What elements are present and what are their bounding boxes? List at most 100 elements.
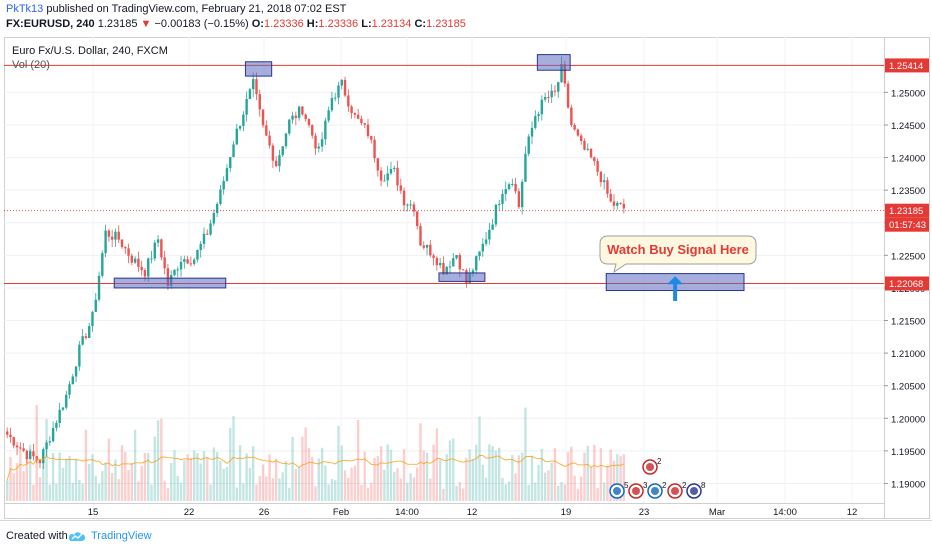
candle-body	[124, 247, 127, 249]
low-value: 1.23134	[371, 18, 412, 30]
volume-bar	[235, 487, 238, 501]
y-tick-label: 1.19500	[891, 447, 925, 458]
volume-bar	[297, 467, 301, 501]
candle-body	[337, 85, 340, 98]
volume-bar	[229, 427, 232, 501]
price-label-text: 1.25414	[889, 61, 923, 72]
candle-body	[360, 118, 363, 124]
volume-bar	[42, 453, 45, 501]
candle-body	[573, 125, 576, 130]
volume-group	[6, 405, 626, 501]
candle-body	[238, 126, 242, 129]
volume-bar	[422, 450, 425, 501]
volume-bar	[271, 478, 275, 501]
price-label-bg	[885, 58, 929, 73]
candle-body	[484, 239, 488, 244]
candle-body	[507, 184, 511, 190]
volume-bar	[406, 482, 409, 501]
volume-bar	[599, 448, 603, 501]
open-value: 1.23336	[263, 18, 304, 30]
candle-body	[311, 125, 314, 136]
candle-body	[599, 171, 603, 183]
volume-bar	[202, 451, 206, 501]
x-tick-label: 14:00	[773, 507, 797, 518]
volume-bar	[183, 460, 186, 501]
chart-area[interactable]: 1.250001.245001.240001.235001.230001.225…	[4, 37, 930, 519]
volume-bar	[156, 420, 160, 501]
candle-body	[278, 155, 281, 167]
highlight-box	[536, 54, 571, 71]
candle-body	[51, 428, 55, 442]
volume-bar	[274, 458, 278, 501]
volume-bar	[6, 480, 9, 501]
candle-body	[402, 190, 406, 206]
candle-body	[317, 146, 320, 149]
candle-body	[301, 106, 304, 115]
volume-bar	[153, 436, 156, 501]
username-link[interactable]: PkTk13	[6, 3, 44, 15]
volume-bar	[619, 456, 622, 501]
candle-body	[514, 183, 517, 192]
candle-body	[373, 139, 376, 159]
volume-bar	[9, 456, 12, 501]
candle-body	[153, 242, 156, 259]
candle-body	[255, 79, 258, 95]
volume-bar	[353, 465, 357, 501]
candle-body	[619, 202, 622, 204]
candle-body	[602, 180, 606, 183]
candle-body	[501, 193, 504, 204]
volume-bar	[97, 483, 101, 501]
volume-bar	[288, 487, 291, 501]
candle-body	[356, 114, 360, 119]
volume-bar	[120, 445, 124, 501]
volume-bar	[78, 479, 81, 501]
x-tick-label: 26	[259, 507, 270, 518]
volume-bar	[55, 483, 58, 501]
volume-bar	[124, 451, 127, 501]
tradingview-brand-link[interactable]: TradingView	[91, 530, 152, 542]
candle-body	[389, 169, 393, 174]
volume-bar	[566, 452, 570, 501]
price-label-bg	[885, 203, 929, 218]
event-flag-icon: 2	[647, 481, 667, 499]
volume-bar	[540, 448, 544, 501]
volume-bar	[101, 471, 104, 501]
candle-body	[107, 230, 111, 237]
price-label-bg	[885, 276, 929, 291]
candle-body	[222, 180, 225, 190]
volume-bar	[468, 449, 471, 501]
volume-bar	[471, 458, 475, 501]
candle-body	[560, 64, 563, 83]
volume-bar	[383, 469, 386, 501]
volume-bar	[534, 482, 537, 501]
volume-bar	[284, 461, 288, 501]
candle-body	[71, 376, 74, 385]
volume-bar	[58, 452, 61, 501]
candle-body	[580, 135, 583, 141]
candle-body	[343, 79, 347, 96]
volume-bar	[261, 464, 265, 501]
event-flag-icon: 3	[628, 481, 648, 499]
candle-body	[242, 114, 245, 127]
publish-info: PkTk13 published on TradingView.com, Feb…	[6, 2, 346, 16]
volume-bar	[389, 449, 393, 501]
chart-canvas[interactable]: 1.250001.245001.240001.235001.230001.225…	[4, 37, 930, 519]
volume-bar	[386, 444, 389, 501]
volume-bar	[324, 465, 327, 501]
candle-body	[498, 203, 501, 205]
volume-bar	[452, 438, 455, 501]
y-tick-label: 1.20500	[891, 382, 925, 393]
candle-body	[494, 204, 498, 225]
candle-body	[150, 258, 153, 260]
candle-body	[458, 255, 462, 270]
volume-bar	[488, 444, 491, 501]
candle-body	[215, 203, 219, 214]
x-tick-label: 19	[561, 507, 572, 518]
candle-body	[409, 204, 412, 206]
volume-bar	[238, 445, 242, 501]
candle-body	[22, 448, 25, 451]
candle-body	[274, 160, 278, 167]
volume-bar	[88, 464, 91, 501]
buy-arrow-head	[667, 276, 684, 285]
volume-bar	[396, 468, 399, 501]
